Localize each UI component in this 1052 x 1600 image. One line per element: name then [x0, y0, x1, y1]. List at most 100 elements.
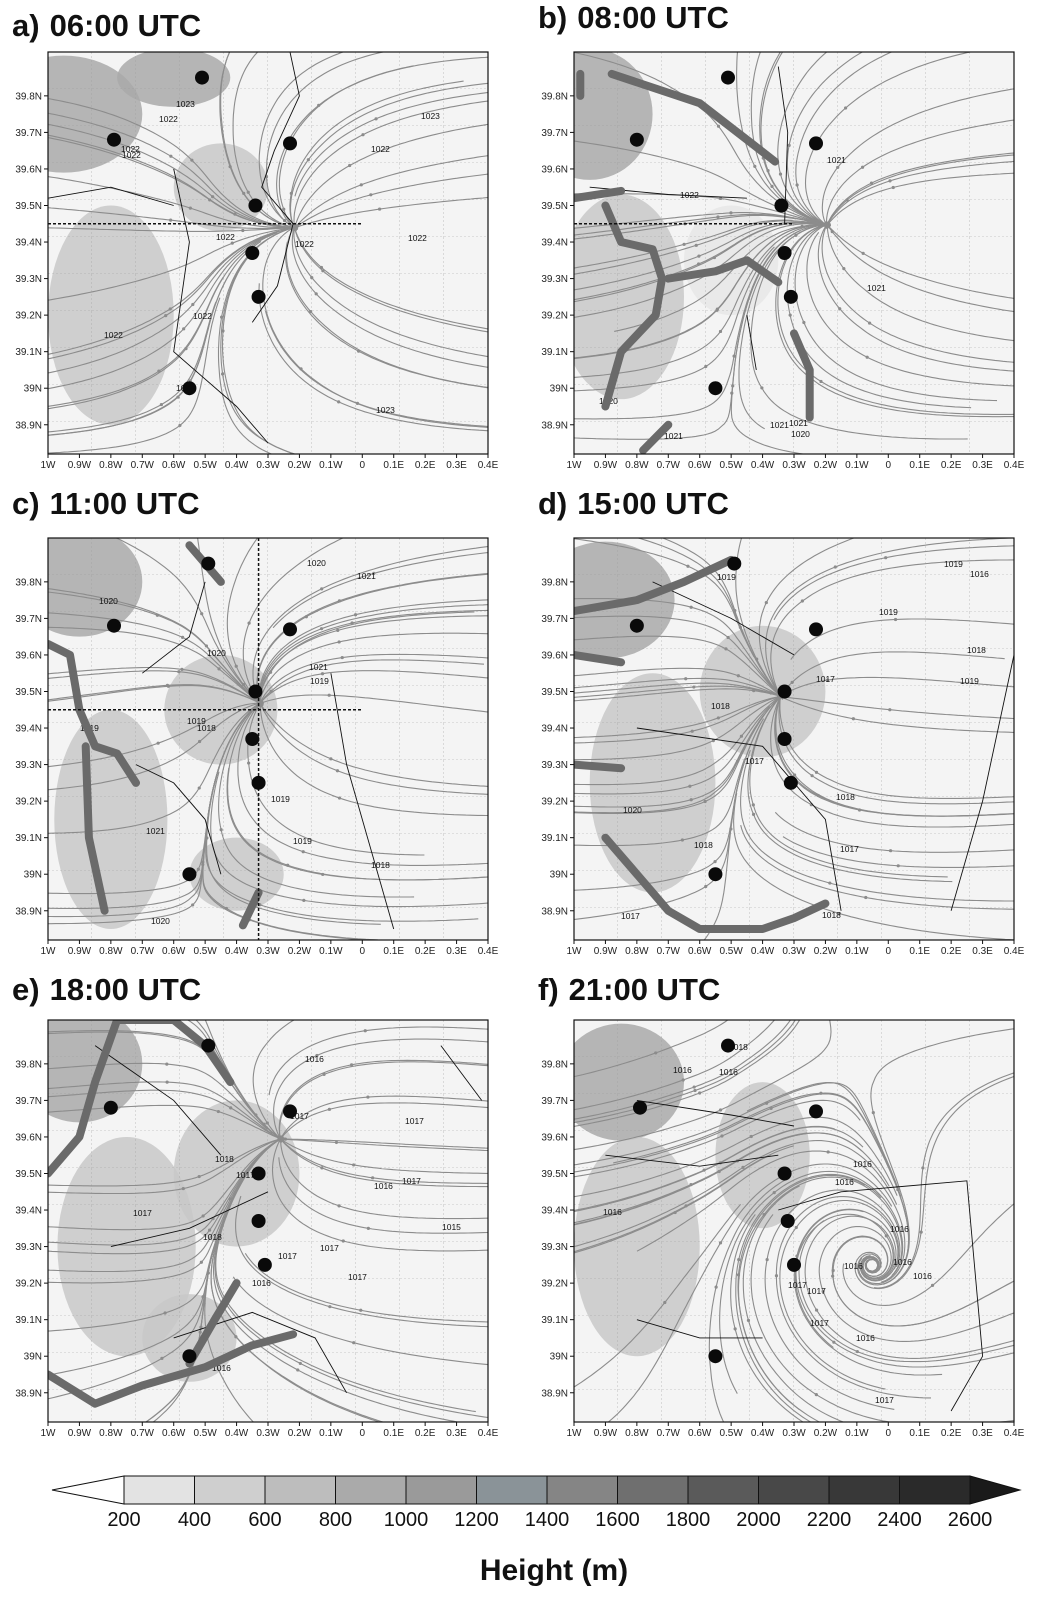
station-marker [809, 622, 823, 637]
isobar-label: 1021 [146, 826, 165, 836]
y-tick-label: 39.5N [15, 687, 42, 698]
streamline-arrow [716, 124, 721, 128]
streamline-arrow [694, 243, 698, 247]
streamline-arrow [298, 1361, 302, 1366]
streamline-arrow [703, 799, 707, 804]
x-tick-label: 0.2E [415, 1428, 436, 1439]
x-tick-label: 0.5W [193, 946, 217, 957]
streamline-arrow [327, 693, 331, 697]
streamline-arrow [893, 617, 898, 622]
streamline-arrow [821, 1289, 825, 1293]
isobar-label: 1022 [371, 144, 390, 154]
streamline-arrow [165, 683, 170, 687]
y-tick-label: 39.5N [541, 687, 568, 698]
streamline [48, 1138, 281, 1376]
streamline-arrow [693, 1088, 697, 1093]
streamline-arrow [336, 628, 340, 632]
streamline-arrow [790, 680, 794, 684]
streamline-arrow [729, 211, 733, 215]
y-tick-label: 39.2N [541, 797, 568, 808]
y-tick-label: 39.3N [15, 1242, 42, 1253]
streamline [574, 214, 797, 240]
isobar-label: 1022 [122, 150, 141, 160]
map-plot-area: 1020 1018 1018 1019 1019 1017 1017 1018 1018 1017… [574, 538, 1014, 940]
x-tick-label: 0.4E [1004, 946, 1025, 957]
streamline [115, 538, 261, 704]
x-tick-label: 0 [886, 946, 892, 957]
streamline-arrow [765, 1257, 769, 1262]
convergence-line [601, 201, 666, 411]
streamline-arrow [719, 196, 723, 201]
station-marker [721, 1038, 735, 1053]
x-tick-label: 0.4W [225, 460, 249, 471]
streamline-arrow [787, 143, 791, 147]
streamline [574, 677, 783, 698]
streamline-arrow [169, 154, 173, 158]
streamline-arrow [884, 1234, 888, 1238]
isobar-label: 1019 [960, 676, 979, 686]
x-tick-label: 0.4E [478, 946, 499, 957]
isobar-line [652, 581, 795, 656]
streamline-arrow [697, 254, 701, 258]
isobar-label: 1019 [879, 607, 898, 617]
isobar-line [636, 1319, 763, 1339]
streamline-arrow [860, 165, 865, 169]
streamline-arrow [219, 828, 223, 832]
streamline-arrow [296, 1368, 300, 1372]
isobar-label: 1017 [840, 844, 859, 854]
y-tick-label: 39.7N [541, 1096, 568, 1107]
streamline-arrow [221, 372, 225, 376]
streamline-arrow [247, 621, 251, 625]
convergence-line [48, 1330, 298, 1408]
x-tick-label: 0.4W [751, 1428, 775, 1439]
x-tick-label: 0.8W [99, 1428, 123, 1439]
streamline-arrow [673, 1210, 677, 1215]
x-tick-label: 0.9W [68, 946, 92, 957]
streamline [293, 173, 488, 229]
streamline-arrow [371, 1176, 375, 1180]
isobar-label: 1017 [402, 1176, 421, 1186]
streamline-arrow [178, 423, 182, 428]
streamline-arrow [337, 796, 342, 800]
streamline-arrow [896, 864, 900, 868]
streamline [294, 91, 488, 197]
panel-a-map: 1022102210221023102210221022102210221023… [15, 51, 499, 471]
isobar-label: 1022 [104, 330, 123, 340]
x-tick-label: 0.3W [256, 946, 280, 957]
streamline-arrow [718, 1108, 723, 1112]
panel-d-map: 1020 1018 1018 1019 1019 1017 1017 1018 1018 1017… [541, 537, 1025, 957]
isobar-line [636, 1099, 795, 1127]
x-tick-label: 0.7W [131, 460, 155, 471]
isobar-label: 1016 [844, 1261, 863, 1271]
streamline-arrow [156, 741, 160, 745]
streamline-arrow [191, 302, 195, 307]
station-marker [708, 1349, 723, 1364]
streamline-arrow [868, 321, 872, 325]
streamline [831, 1235, 1014, 1327]
streamline-arrow [337, 400, 341, 404]
streamline [574, 219, 793, 269]
streamline-arrow [160, 1356, 164, 1361]
colorbar-cell [617, 1475, 689, 1505]
y-tick-label: 39.1N [15, 1315, 42, 1326]
streamline [258, 700, 488, 795]
map-grid [574, 52, 1014, 454]
y-tick-label: 38.9N [541, 1388, 568, 1399]
y-tick-label: 39.4N [15, 724, 42, 735]
x-tick-label: 0.1W [845, 946, 869, 957]
y-tick-label: 38.9N [15, 420, 42, 431]
x-tick-label: 0.4E [478, 1428, 499, 1439]
streamline-arrow [704, 364, 708, 369]
y-tick-label: 39.7N [15, 128, 42, 139]
station-marker [777, 684, 792, 699]
streamline [735, 1173, 882, 1422]
streamline-arrow [289, 191, 293, 195]
y-tick-label: 39.5N [15, 201, 42, 212]
streamline-arrow [735, 759, 740, 763]
streamline-arrow [681, 1078, 685, 1082]
streamline-arrow [341, 1239, 345, 1243]
isobar-label: 1018 [967, 645, 986, 655]
convergence-lines [574, 69, 814, 454]
